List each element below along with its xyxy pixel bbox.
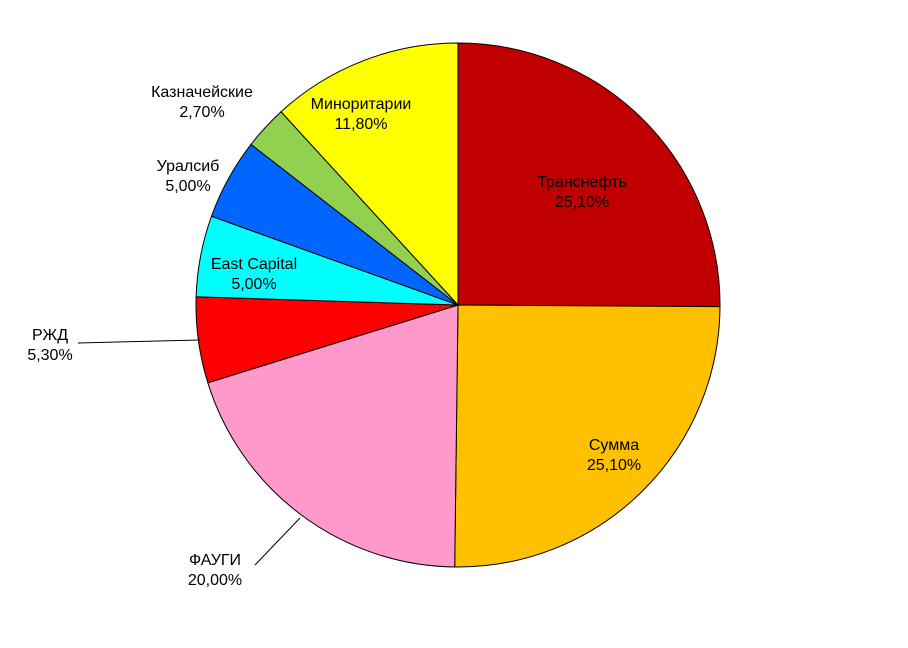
pie-slice xyxy=(457,42,721,308)
slice-label: East Capital xyxy=(211,256,297,273)
value-label: 11,80% xyxy=(334,116,387,133)
value-label: 5,30% xyxy=(27,347,72,364)
slice-label: Транснефть xyxy=(537,174,627,191)
leader-line xyxy=(254,517,301,566)
pie-slice xyxy=(207,304,459,568)
slice-label: ФАУГИ xyxy=(189,552,241,569)
value-label: 25,10% xyxy=(587,457,641,474)
value-label: 5,00% xyxy=(165,178,210,195)
value-label: 25,10% xyxy=(555,194,609,211)
value-label: 20,00% xyxy=(188,572,242,589)
slice-label: Миноритарии xyxy=(311,96,412,113)
pie-slice xyxy=(454,304,721,568)
value-label: 5,00% xyxy=(231,276,276,293)
pie-slice xyxy=(280,42,459,307)
leader-line xyxy=(77,339,201,344)
slice-label: РЖД xyxy=(32,327,68,344)
slice-label: Сумма xyxy=(589,437,639,454)
slice-label: Казначейские xyxy=(151,84,253,101)
value-label: 2,70% xyxy=(179,104,224,121)
slice-label: Уралсиб xyxy=(157,158,220,175)
